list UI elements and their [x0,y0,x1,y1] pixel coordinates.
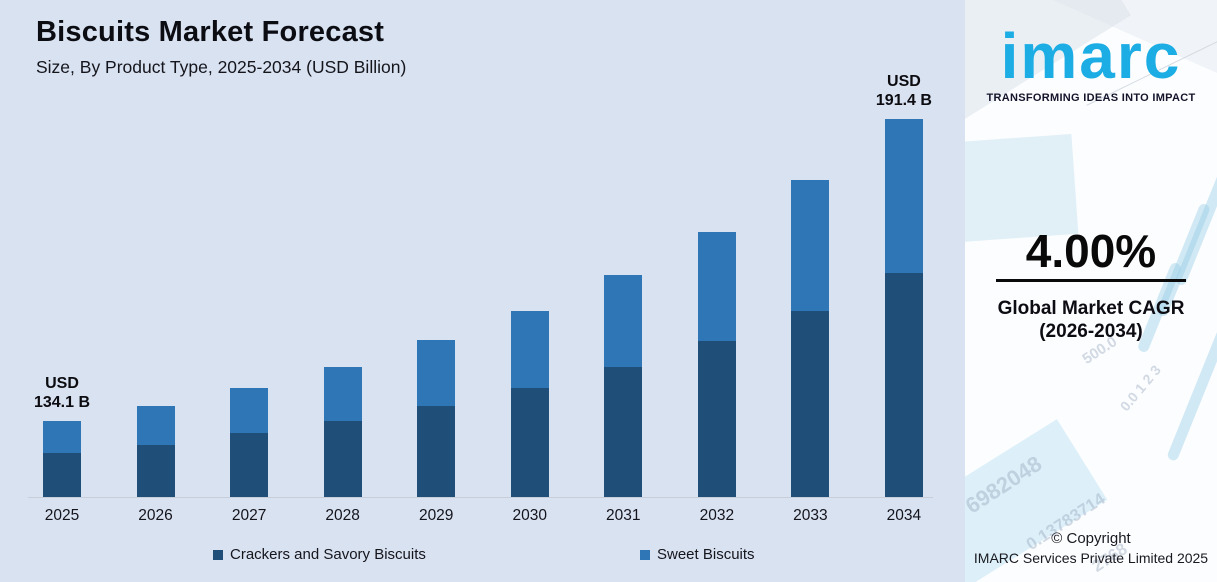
cagr-years: (2026-2034) [1039,321,1143,342]
chart-panel: 2025 USD 134.1 B 2026 2027 2028 2029 2030 2031 20… [0,0,965,582]
sweet-biscuits-segment[interactable] [136,406,175,445]
crackers-savory-segment[interactable] [791,311,830,497]
crackers-savory-segment[interactable] [230,433,269,497]
bar-group-2033[interactable]: 2033 [791,0,830,524]
brand-sidebar: 500.0 0.0 1 2 3 6982048 0.13783714 2768 … [965,0,1217,582]
legend-label: Sweet Biscuits [657,546,755,563]
chart-title: Biscuits Market Forecast [36,16,385,48]
x-axis-label: 2033 [793,507,828,524]
sweet-biscuits-segment[interactable] [323,367,362,421]
cagr-value: 4.00% [1025,225,1157,277]
crackers-savory-segment[interactable] [884,273,923,497]
imarc-logo-tagline: TRANSFORMING IDEAS INTO IMPACT [986,92,1196,104]
copyright-company: IMARC Services Private Limited 2025 [973,550,1209,566]
legend-label: Crackers and Savory Biscuits [230,546,426,563]
sweet-biscuits-segment[interactable] [697,232,736,341]
sweet-biscuits-segment[interactable] [43,421,81,453]
sweet-biscuits-segment[interactable] [230,388,269,433]
x-axis-label: 2032 [699,507,735,524]
bar-group-2030[interactable]: 2030 [510,0,549,524]
crackers-savory-segment[interactable] [417,406,456,497]
bar-group-2027[interactable]: 2027 [230,0,269,524]
sweet-biscuits-segment[interactable] [510,311,549,388]
x-axis-line [28,497,933,498]
sweet-biscuits-segment[interactable] [417,340,456,406]
x-axis-label: 2030 [512,507,547,524]
crackers-savory-segment[interactable] [604,367,643,497]
legend: Crackers and Savory Biscuits Sweet Biscu… [0,546,965,570]
copyright-label: © Copyright [1051,530,1131,547]
crackers-savory-segment[interactable] [136,445,175,497]
crackers-savory-segment[interactable] [43,453,81,497]
bar-group-2025[interactable]: 2025 USD 134.1 B [34,0,90,524]
x-axis-label: 2027 [231,507,267,524]
bar-group-2028[interactable]: 2028 [323,0,362,524]
legend-item-sweet[interactable]: Sweet Biscuits [640,546,755,563]
cagr-label: Global Market CAGR [997,298,1185,319]
x-axis-label: 2026 [138,507,173,524]
bar-group-2031[interactable]: 2031 [604,0,643,524]
sweet-biscuits-segment[interactable] [604,275,643,367]
legend-item-crackers[interactable]: Crackers and Savory Biscuits [213,546,426,563]
x-axis-label: 2029 [418,507,454,524]
x-axis-label: 2031 [606,507,641,524]
imarc-logo: imarc TRANSFORMING IDEAS INTO IMPACT [965,24,1217,104]
watermark-stripe [1166,328,1217,462]
crackers-savory-segment[interactable] [510,388,549,497]
bar-group-2034[interactable]: 2034 USD 191.4 B [876,0,932,524]
x-axis-label: 2034 [886,507,922,524]
plot-area: 2025 USD 134.1 B 2026 2027 2028 2029 2030 2031 20… [28,0,933,524]
imarc-logo-text: imarc [1000,20,1182,92]
sweet-biscuits-segment[interactable] [791,180,830,311]
sweet-biscuits-segment[interactable] [884,119,923,273]
crackers-savory-segment[interactable] [697,341,736,497]
crackers-savory-segment[interactable] [323,421,362,497]
bar-row: 2025 USD 134.1 B 2026 2027 2028 2029 2030 2031 20… [34,0,932,524]
chart-subtitle: Size, By Product Type, 2025-2034 (USD Bi… [36,57,407,77]
cagr-block: 4.00% Global Market CAGR (2026-2034) [965,226,1217,343]
legend-swatch-dark-icon [213,550,223,560]
value-annotation: USD 191.4 B [875,73,932,109]
cagr-divider [996,279,1186,282]
bar-group-2032[interactable]: 2032 [697,0,736,524]
copyright-block: © Copyright IMARC Services Private Limit… [965,530,1217,566]
bar-group-2026[interactable]: 2026 [136,0,175,524]
title-block: Biscuits Market Forecast Size, By Produc… [36,16,406,78]
x-axis-label: 2025 [44,507,80,524]
x-axis-label: 2028 [325,507,360,524]
bar-group-2029[interactable]: 2029 [417,0,456,524]
value-annotation: USD 134.1 B [33,375,91,411]
legend-swatch-light-icon [640,550,650,560]
